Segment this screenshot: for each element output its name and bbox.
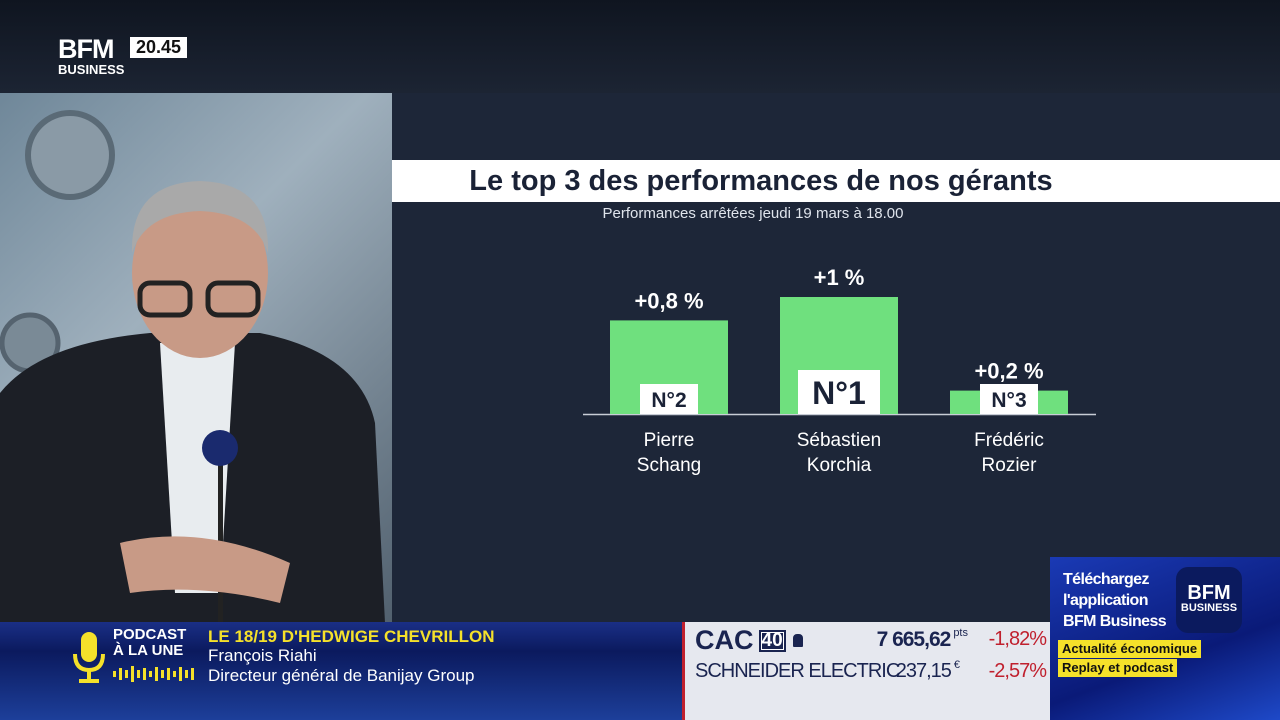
- ticker-bar: [0, 622, 682, 720]
- promo-tag-replay: Replay et podcast: [1058, 659, 1178, 677]
- top-band: [0, 0, 1280, 93]
- market-ticker: CAC 40 7 665,62 pts -1,82% SCHNEIDER ELE…: [682, 622, 1050, 720]
- rank-badge: [980, 384, 1038, 414]
- studio-video: [0, 93, 392, 623]
- rank-badge: [798, 370, 880, 414]
- index-change: -1,82%: [988, 628, 1047, 650]
- stock-name: SCHNEIDER ELECTRIC: [695, 660, 900, 682]
- category-label: Sébastien: [797, 430, 882, 451]
- lock-icon: [792, 634, 803, 647]
- chart-subtitle: Performances arrêtées jeudi 19 mars à 18…: [602, 205, 904, 222]
- stock-value: 237,15: [895, 660, 952, 682]
- category-label: Rozier: [982, 455, 1038, 476]
- rank-badge: [640, 384, 698, 414]
- index-value: 7 665,62: [876, 628, 952, 651]
- promo-tag-news: Actualité économique: [1058, 640, 1202, 658]
- stock-unit: €: [953, 659, 960, 671]
- promo-line1: Téléchargez: [1063, 571, 1149, 588]
- index-unit: pts: [953, 627, 968, 639]
- value-label: +0,2 %: [974, 359, 1043, 384]
- chart-title: Le top 3 des performances de nos gérants: [392, 160, 1280, 202]
- app-promo: Téléchargez l'application BFM Business BFM…: [1050, 557, 1280, 720]
- podcast-label-line2: À LA UNE: [113, 642, 184, 659]
- clock: 20.45: [130, 37, 188, 58]
- guest-name: François Riahi: [208, 646, 317, 665]
- index-name-group: CAC 40: [695, 625, 803, 656]
- stock-value-group: 237,15 €: [895, 659, 960, 683]
- index-name: CAC: [695, 625, 754, 655]
- category-label: Korchia: [807, 455, 872, 476]
- promo-line3: BFM Business: [1063, 613, 1167, 630]
- presenter-image: [0, 110, 385, 623]
- promo-line2: l'application: [1063, 592, 1149, 609]
- podcast-label: PODCAST À LA UNE: [113, 627, 186, 659]
- soundwave-icon: [113, 666, 194, 682]
- value-label: +1 %: [814, 265, 865, 290]
- category-label: Frédéric: [974, 430, 1044, 451]
- category-label: Pierre: [644, 430, 695, 451]
- rank-label: N°3: [991, 389, 1026, 412]
- guest-role: Directeur général de Banijay Group: [208, 666, 475, 685]
- channel-logo: BFM BUSINESS: [58, 34, 125, 77]
- value-label: +0,8 %: [634, 288, 703, 313]
- category-label: Schang: [637, 455, 701, 476]
- index-number: 40: [758, 629, 786, 652]
- app-logo: BFM BUSINESS: [1176, 567, 1242, 633]
- stock-change: -2,57%: [988, 660, 1047, 682]
- show-title: LE 18/19 D'HEDWIGE CHEVRILLON: [208, 627, 495, 646]
- rank-label: N°1: [812, 375, 866, 411]
- podcast-label-line1: PODCAST: [113, 626, 187, 643]
- index-value-group: 7 665,62 pts: [876, 627, 968, 652]
- rank-label: N°2: [651, 389, 686, 412]
- microphone-icon: [73, 632, 105, 683]
